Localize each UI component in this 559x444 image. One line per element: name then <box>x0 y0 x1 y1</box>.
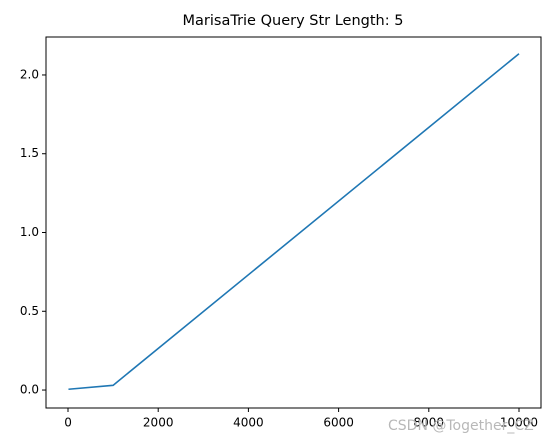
x-tick-label: 4000 <box>233 416 264 430</box>
watermark: CSDN @Together_CZ <box>388 418 534 434</box>
x-tick-label: 8000 <box>414 416 445 430</box>
x-tick-label: 2000 <box>143 416 174 430</box>
y-tick-label: 1.5 <box>20 146 39 160</box>
line <box>68 53 520 391</box>
y-tick-label: 2.0 <box>20 67 39 81</box>
chart-title: MarisaTrie Query Str Length: 5 <box>183 13 404 29</box>
y-tick-label: 0.0 <box>20 383 39 397</box>
y-tick-label: 0.5 <box>20 304 39 318</box>
axes-frame <box>45 36 542 409</box>
x-tick-label: 10000 <box>500 416 538 430</box>
y-tick-label: 1.0 <box>20 225 39 239</box>
x-tick-label: 6000 <box>323 416 354 430</box>
x-tick-label: 0 <box>64 416 72 430</box>
